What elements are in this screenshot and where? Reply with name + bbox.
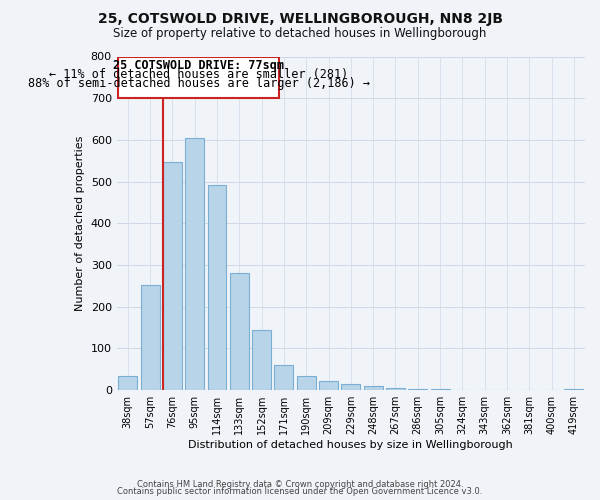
Bar [274, 365, 293, 390]
Bar [408, 389, 427, 390]
Bar [163, 162, 182, 390]
Bar [341, 384, 360, 390]
X-axis label: Distribution of detached houses by size in Wellingborough: Distribution of detached houses by size … [188, 440, 513, 450]
Bar [297, 376, 316, 390]
Bar [252, 330, 271, 390]
Bar [140, 285, 160, 390]
Text: Contains HM Land Registry data © Crown copyright and database right 2024.: Contains HM Land Registry data © Crown c… [137, 480, 463, 489]
Bar [364, 386, 383, 390]
Text: ← 11% of detached houses are smaller (281): ← 11% of detached houses are smaller (28… [49, 68, 348, 81]
Text: Size of property relative to detached houses in Wellingborough: Size of property relative to detached ho… [113, 28, 487, 40]
Bar [208, 185, 226, 390]
Bar [319, 381, 338, 390]
Y-axis label: Number of detached properties: Number of detached properties [75, 136, 85, 311]
Text: Contains public sector information licensed under the Open Government Licence v3: Contains public sector information licen… [118, 488, 482, 496]
Bar [185, 138, 204, 390]
Bar [118, 376, 137, 390]
Text: 88% of semi-detached houses are larger (2,186) →: 88% of semi-detached houses are larger (… [28, 77, 370, 90]
Bar [230, 274, 249, 390]
Text: 25, COTSWOLD DRIVE, WELLINGBOROUGH, NN8 2JB: 25, COTSWOLD DRIVE, WELLINGBOROUGH, NN8 … [97, 12, 503, 26]
Bar [386, 388, 405, 390]
Text: 25 COTSWOLD DRIVE: 77sqm: 25 COTSWOLD DRIVE: 77sqm [113, 60, 284, 72]
FancyBboxPatch shape [118, 56, 280, 98]
